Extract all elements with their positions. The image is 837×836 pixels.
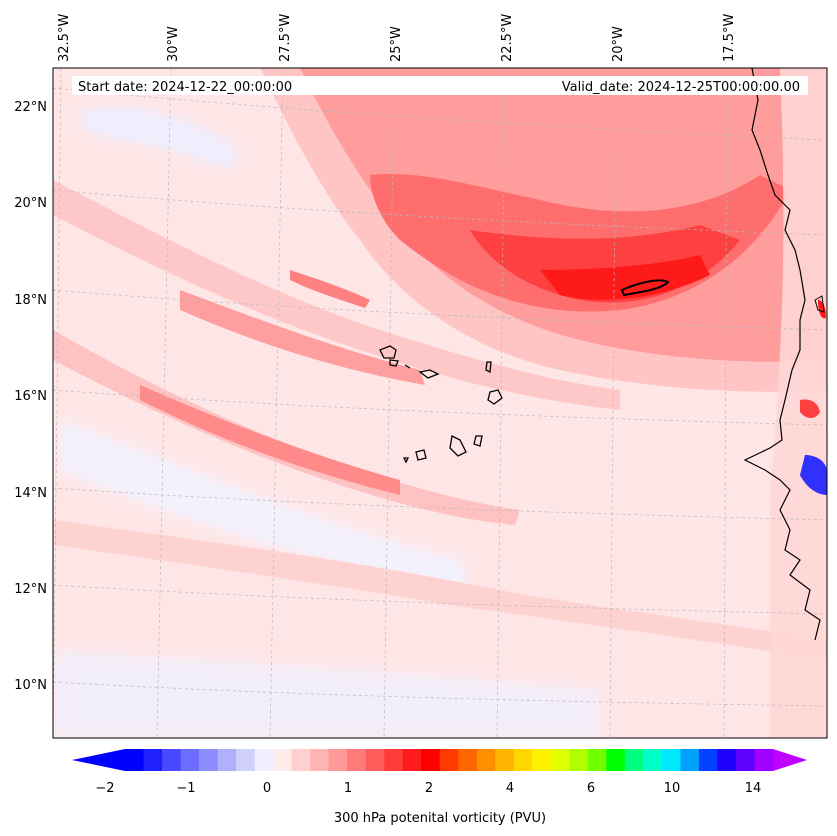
coast-detail [814, 295, 825, 313]
cape-verde-islands [379, 345, 503, 464]
lat-label: 22°N [14, 100, 47, 115]
blue-patch [80, 107, 240, 170]
colorbar-segment [180, 749, 200, 771]
colorbar-segment [624, 749, 644, 771]
african-coastline [743, 68, 821, 641]
lat-label: 12°N [14, 582, 47, 597]
jet-core [540, 255, 710, 300]
gridlines [53, 68, 827, 738]
colorbar: −2 −1 0 1 2 4 6 10 14 300 hPa potenital … [72, 749, 807, 826]
colorbar-segment [680, 749, 700, 771]
colorbar-segment [439, 749, 459, 771]
pv-contour [620, 279, 670, 297]
lon-label: 32.5°W [57, 14, 72, 62]
land-field [770, 68, 827, 738]
lat-label: 14°N [14, 486, 47, 501]
colorbar-segment [661, 749, 681, 771]
colorbar-segment [458, 749, 478, 771]
plot-frame [52, 67, 828, 739]
colorbar-segment [384, 749, 404, 771]
colorbar-segment [291, 749, 311, 771]
lon-label: 22.5°W [500, 14, 515, 62]
colorbar-segment [273, 749, 293, 771]
colorbar-segment [125, 749, 145, 771]
colorbar-segment [310, 749, 330, 771]
colorbar-segments [125, 749, 774, 771]
colorbar-segment [365, 749, 385, 771]
colorbar-segment [143, 749, 163, 771]
colorbar-segment [532, 749, 552, 771]
lon-label: 27.5°W [278, 14, 293, 62]
lon-label: 17.5°W [722, 14, 737, 62]
colorbar-tick: 4 [506, 781, 514, 796]
lon-label: 30°W [166, 26, 181, 62]
streak-4 [53, 520, 827, 660]
colorbar-segment [217, 749, 237, 771]
colorbar-tick: 14 [745, 781, 762, 796]
colorbar-segment [717, 749, 737, 771]
colorbar-segment [735, 749, 755, 771]
latitude-labels: 22°N 20°N 18°N 16°N 14°N 12°N 10°N [14, 100, 47, 693]
streak-2 [53, 330, 520, 525]
colorbar-ticks: −2 −1 0 1 2 4 6 10 14 [95, 781, 761, 796]
colorbar-tick: 1 [344, 781, 352, 796]
colorbar-segment [587, 749, 607, 771]
colorbar-segment [236, 749, 256, 771]
longitude-labels: 32.5°W 30°W 27.5°W 25°W 22.5°W 20°W 17.5… [57, 14, 737, 62]
blue-patch [60, 420, 470, 590]
colorbar-tick: −2 [95, 781, 114, 796]
colorbar-tick: 0 [263, 781, 271, 796]
colorbar-segment [421, 749, 441, 771]
colorbar-segment [347, 749, 367, 771]
streak-1-core [180, 290, 425, 385]
colorbar-tick: 2 [425, 781, 433, 796]
negative-pv-blob [800, 455, 827, 495]
lat-label: 18°N [14, 293, 47, 308]
colorbar-title: 300 hPa potenital vorticity (PVU) [334, 811, 546, 826]
colorbar-tick: −1 [176, 781, 195, 796]
colorbar-segment [550, 749, 570, 771]
colorbar-tick: 10 [664, 781, 681, 796]
colorbar-segment [254, 749, 274, 771]
colorbar-segment [402, 749, 422, 771]
start-date-text: Start date: 2024-12-22_00:00:00 [78, 80, 292, 95]
pv-blob [818, 300, 826, 319]
blue-patch [55, 650, 600, 738]
lon-label: 25°W [389, 26, 404, 62]
date-banner [72, 76, 808, 95]
colorbar-segment [754, 749, 774, 771]
colorbar-tick: 6 [587, 781, 595, 796]
colorbar-segment [643, 749, 663, 771]
colorbar-segment [495, 749, 515, 771]
lat-label: 10°N [14, 678, 47, 693]
pv-blob [800, 399, 820, 418]
colorbar-segment [162, 749, 182, 771]
colorbar-segment [513, 749, 533, 771]
colorbar-segment [328, 749, 348, 771]
valid-date-text: Valid_date: 2024-12-25T00:00:00.00 [562, 80, 800, 95]
colorbar-segment [698, 749, 718, 771]
streak-3-core [290, 270, 370, 308]
lon-label: 20°W [611, 26, 626, 62]
colorbar-segment [199, 749, 219, 771]
streak-1 [53, 180, 620, 410]
pv-field [53, 68, 827, 738]
lat-label: 20°N [14, 196, 47, 211]
colorbar-segment [476, 749, 496, 771]
colorbar-segment [606, 749, 626, 771]
colorbar-extend-low [72, 749, 125, 771]
colorbar-extend-high [773, 749, 807, 771]
streak-2-core [140, 385, 400, 495]
colorbar-segment [569, 749, 589, 771]
lat-label: 16°N [14, 389, 47, 404]
